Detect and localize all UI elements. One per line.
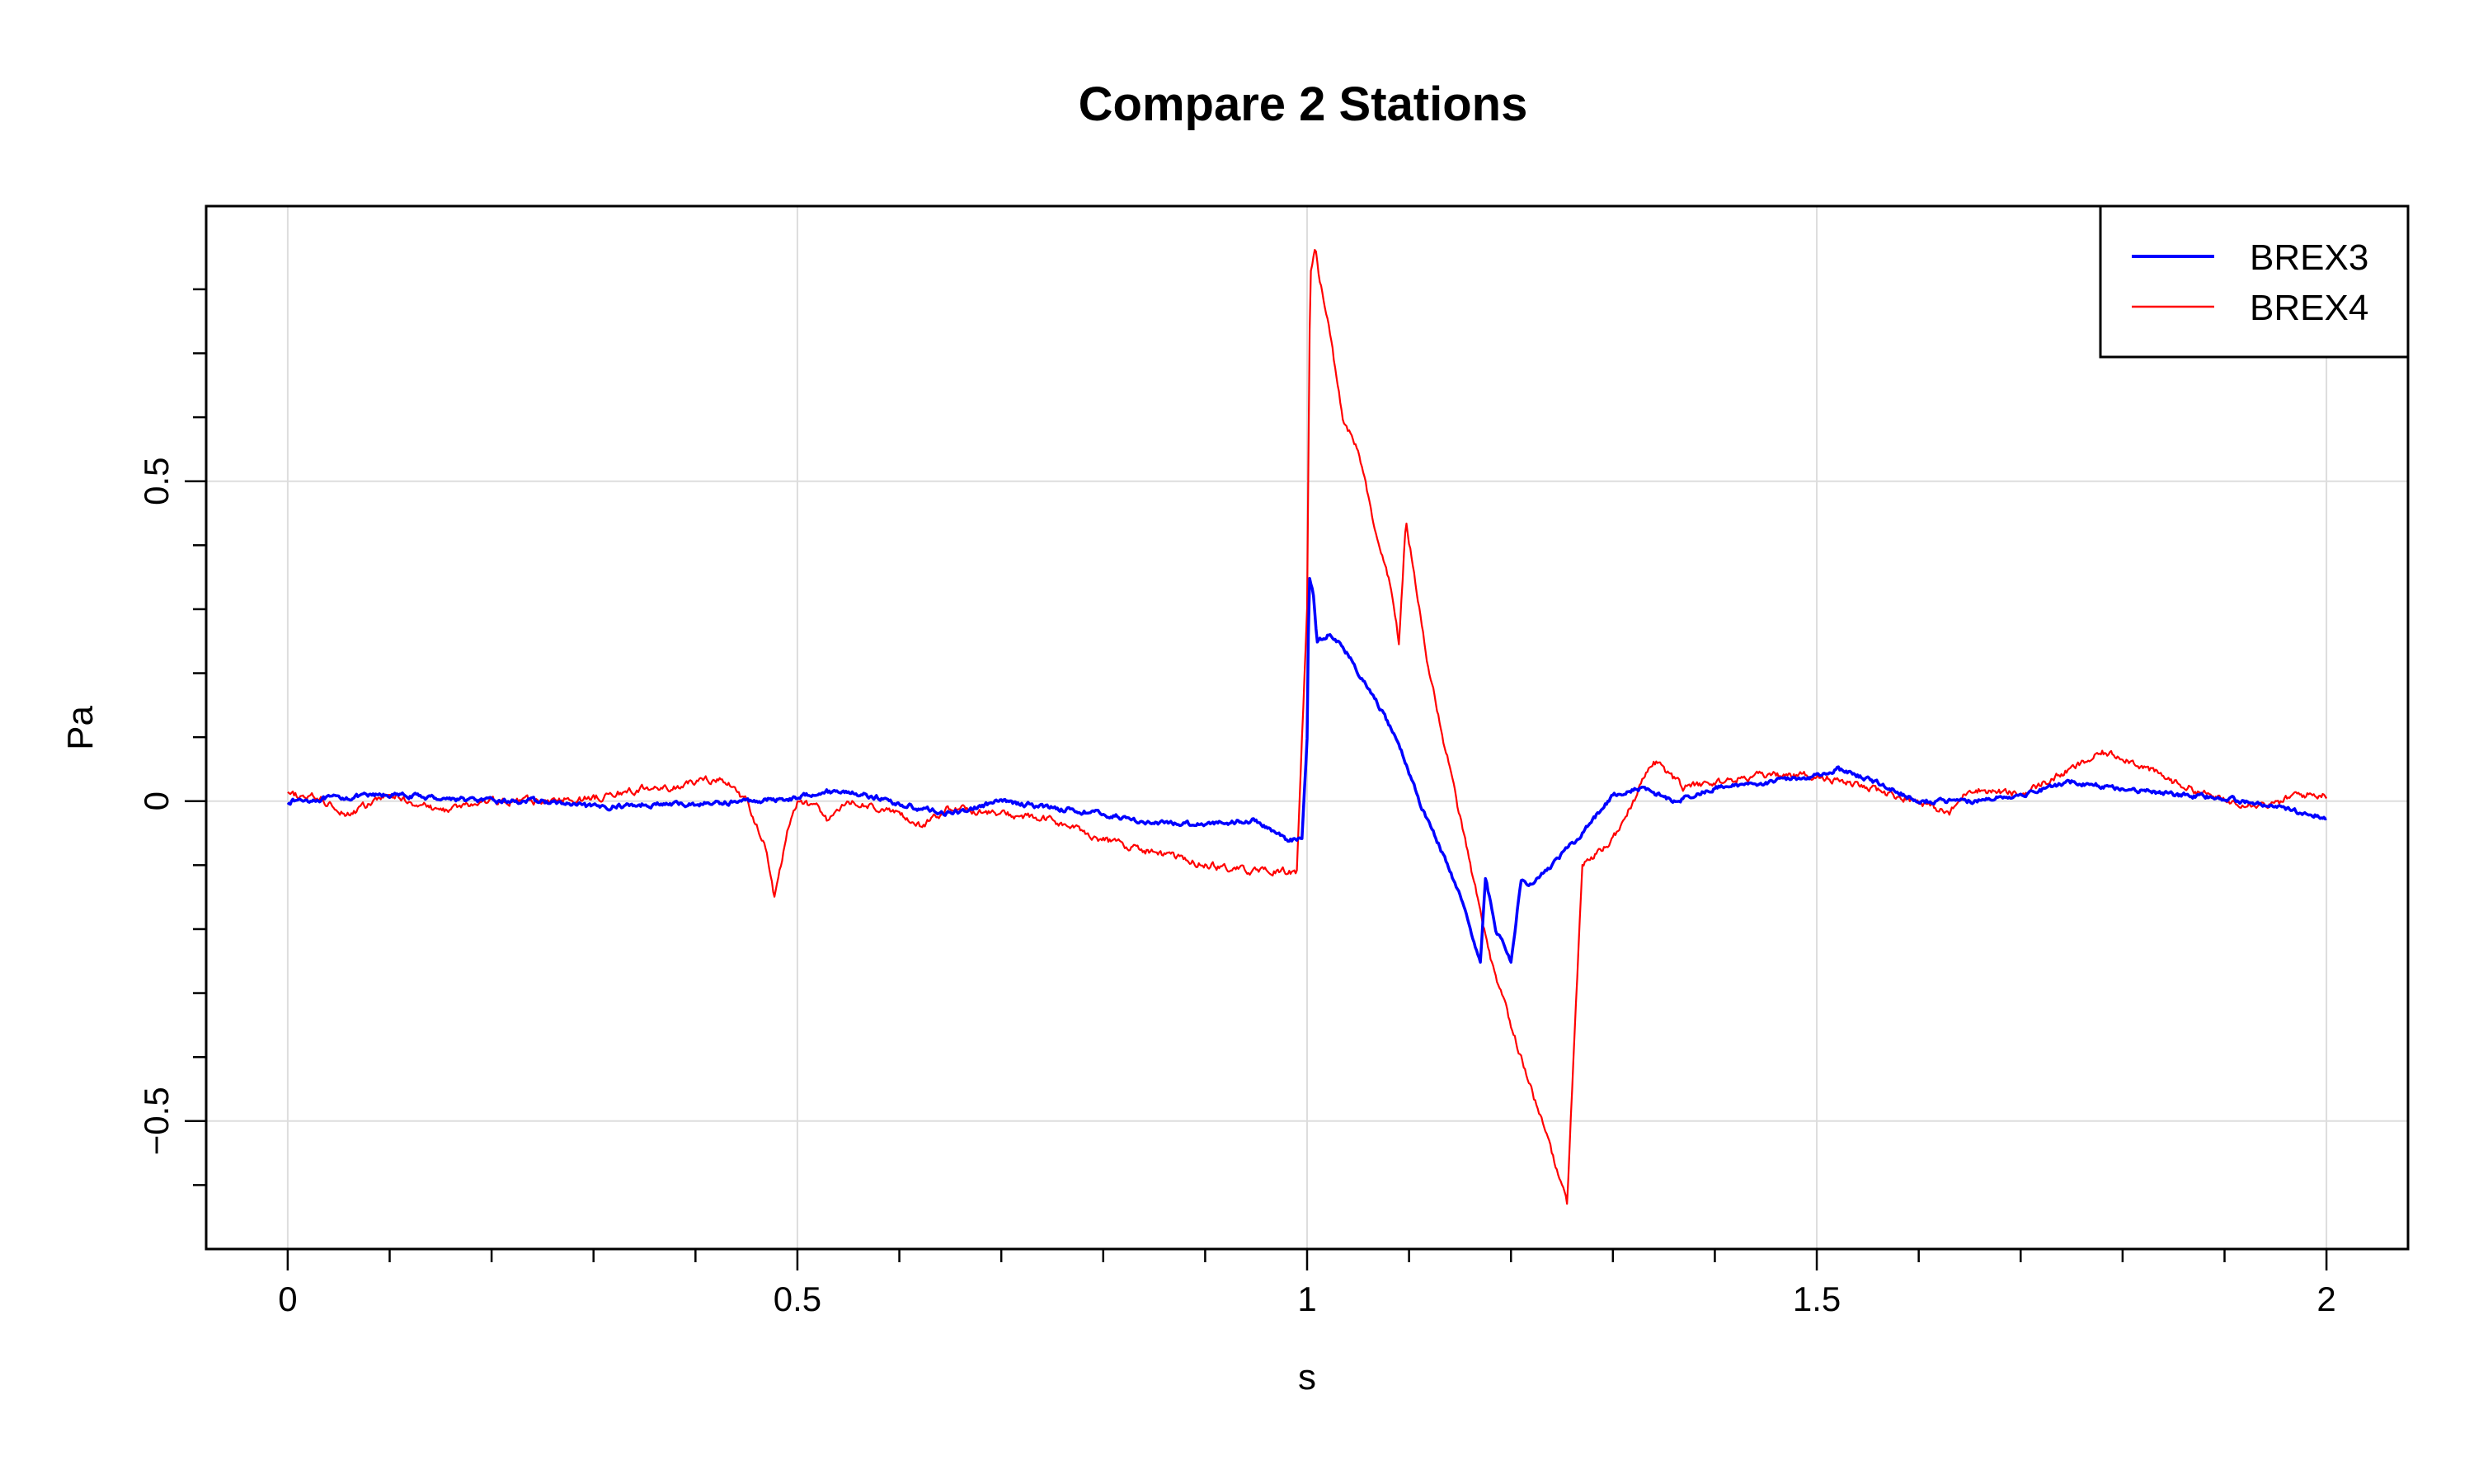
y-tick-label-1: 0 [137, 791, 176, 810]
x-axis-label: s [1298, 1357, 1316, 1397]
x-tick-label-4: 2 [2316, 1280, 2335, 1318]
y-tick-label-2: 0.5 [137, 458, 176, 505]
series-line-brex3 [286, 576, 2327, 964]
x-tick-label-1: 0.5 [774, 1280, 821, 1318]
x-axis: 0 0.5 1 1.5 2 [278, 1249, 2336, 1318]
chart-title: Compare 2 Stations [1079, 77, 1528, 131]
x-tick-label-2: 1 [1297, 1280, 1316, 1318]
y-tick-label-0: −0.5 [137, 1087, 176, 1155]
y-axis-label: Pa [60, 706, 101, 750]
legend-label-brex4: BREX4 [2250, 288, 2368, 328]
y-axis: −0.5 0 0.5 [137, 288, 206, 1186]
series-layer [286, 249, 2328, 1205]
x-tick-label-0: 0 [278, 1280, 297, 1318]
x-tick-label-3: 1.5 [1793, 1280, 1841, 1318]
legend: BREX3 BREX4 [2099, 204, 2410, 359]
series-line-brex4 [287, 249, 2328, 1205]
legend-label-brex3: BREX3 [2250, 237, 2368, 278]
legend-box [2099, 204, 2410, 359]
